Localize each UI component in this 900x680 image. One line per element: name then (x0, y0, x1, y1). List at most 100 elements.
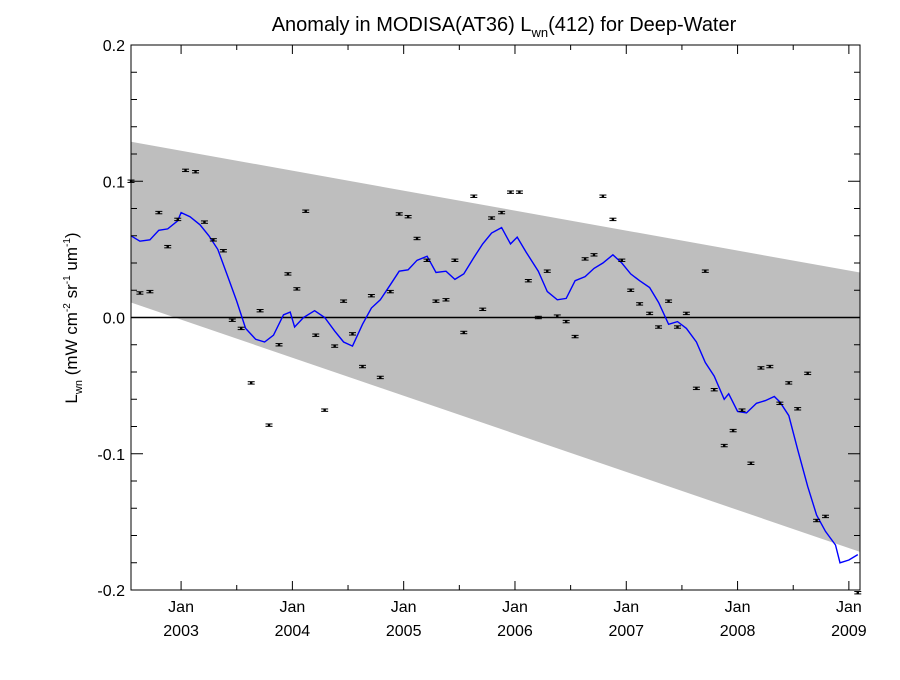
data-point-marker (856, 591, 859, 594)
data-point (720, 443, 728, 448)
x-tick-label-year: 2005 (386, 623, 422, 640)
data-point-marker (295, 287, 299, 291)
data-point (553, 314, 561, 318)
data-point (488, 216, 496, 220)
x-tick-label-month: Jan (836, 599, 862, 616)
data-point (785, 381, 793, 385)
data-point-marker (490, 216, 493, 220)
data-point (804, 371, 812, 376)
data-point (729, 428, 737, 433)
data-point-marker (815, 519, 818, 522)
data-point-marker (462, 331, 465, 334)
y-tick-label: 0.2 (103, 38, 125, 55)
data-point (738, 408, 746, 412)
data-point (404, 214, 412, 219)
data-point (348, 332, 356, 336)
data-point-marker (184, 169, 187, 172)
title-subscript: wn (530, 25, 548, 40)
data-point-marker (713, 388, 716, 391)
data-point-marker (138, 291, 142, 295)
ylabel-sup-2: -1 (62, 275, 73, 284)
data-point-marker (824, 515, 827, 518)
data-point-marker (685, 312, 688, 315)
ylabel-end: ) (62, 232, 81, 238)
data-point (470, 194, 478, 198)
data-point-marker (796, 407, 799, 410)
data-point (460, 330, 468, 335)
data-point-marker (389, 290, 392, 293)
data-point (562, 319, 570, 324)
data-point-marker (592, 253, 596, 257)
data-point (646, 311, 654, 316)
data-point (386, 289, 394, 294)
data-point (228, 318, 236, 322)
data-point-marker (601, 195, 605, 198)
x-tick-label-month: Jan (725, 599, 751, 616)
data-point-marker (222, 249, 225, 252)
ylabel-subscript: wn (73, 380, 85, 395)
data-point-marker (166, 245, 169, 248)
data-point (710, 388, 718, 392)
data-point (302, 209, 310, 213)
uncertainty-band (131, 141, 860, 552)
data-point-marker (648, 312, 651, 315)
data-point (247, 381, 255, 385)
data-point-marker (398, 212, 401, 216)
data-point (293, 287, 301, 291)
trend-line-layer (130, 211, 859, 564)
x-tick-label-year: 2004 (275, 623, 311, 640)
data-point-marker (806, 372, 809, 375)
data-point-marker (406, 215, 410, 218)
x-tick-label-year: 2009 (831, 623, 867, 640)
data-point-marker (583, 257, 587, 261)
data-point (136, 291, 144, 295)
data-point (854, 591, 862, 595)
data-point (376, 375, 384, 380)
data-point-marker (481, 308, 484, 311)
data-point (192, 170, 200, 174)
data-point (571, 334, 579, 339)
title-rest: (412) for Deep-Water (548, 14, 737, 36)
data-point-marker (657, 325, 660, 329)
ylabel-sup-3: -1 (62, 238, 73, 247)
data-point-marker (277, 343, 281, 346)
data-point-marker (518, 190, 521, 194)
data-point-marker (425, 259, 429, 262)
data-point-marker (537, 316, 540, 319)
x-tick-label-year: 2007 (608, 623, 644, 640)
x-tick-label-year: 2008 (720, 623, 756, 640)
data-points-layer (127, 168, 862, 595)
x-tick-label-month: Jan (391, 599, 417, 616)
data-point (655, 325, 663, 329)
data-point (543, 269, 551, 273)
data-point (358, 364, 366, 369)
data-point (590, 253, 598, 257)
data-point (479, 307, 487, 312)
x-tick-label-month: Jan (279, 599, 305, 616)
data-point (609, 217, 617, 222)
y-tick-label: 0.1 (103, 174, 125, 191)
axes-layer: Jan 2003 Jan 2004 Jan 2005 Jan 2006 Jan 2007 Jan 20… (97, 38, 866, 640)
data-point-marker (361, 365, 364, 368)
ylabel-mid: sr (62, 284, 81, 303)
data-point-marker (629, 289, 632, 292)
ylabel-units: (mW cm (62, 312, 81, 380)
data-point (682, 311, 690, 316)
data-point-marker (333, 344, 336, 348)
data-point-marker (546, 269, 549, 273)
data-point-marker (564, 320, 568, 323)
data-point (618, 258, 626, 262)
x-tick-label-month: Jan (613, 599, 639, 616)
data-point (367, 294, 375, 298)
data-point (182, 168, 190, 173)
data-point-marker (323, 408, 326, 412)
data-point-marker (342, 299, 345, 303)
data-point-marker (176, 218, 179, 221)
x-tick-label-year: 2003 (163, 623, 199, 640)
data-point-marker (444, 298, 448, 301)
data-point (507, 190, 515, 194)
data-point-marker (379, 376, 382, 379)
data-point (766, 364, 774, 369)
data-point-marker (638, 302, 641, 306)
